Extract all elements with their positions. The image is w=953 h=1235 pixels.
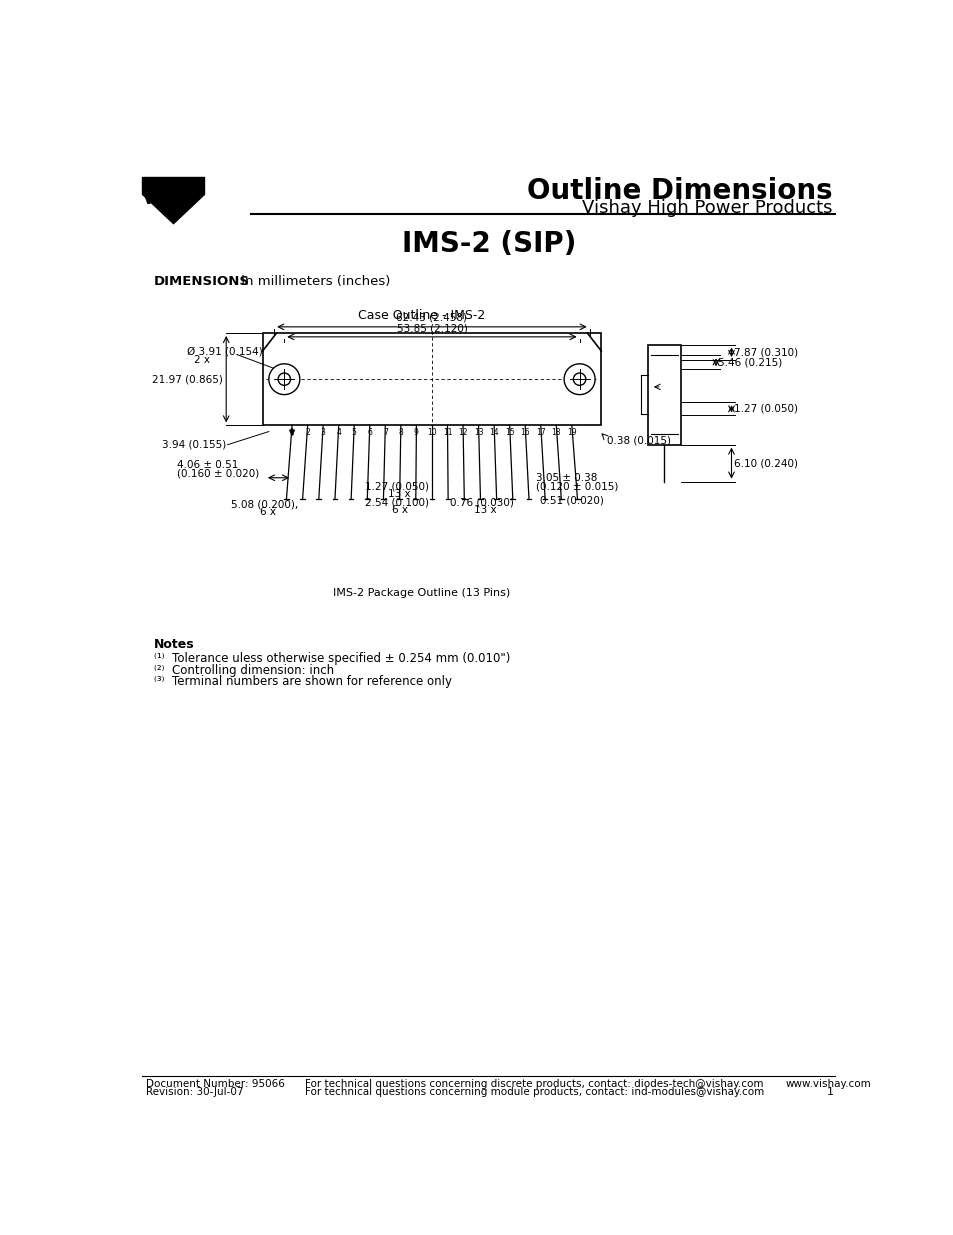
Text: 4: 4 — [335, 429, 341, 437]
Text: VISHAY.: VISHAY. — [144, 194, 197, 207]
Text: For technical questions concerning discrete products, contact: diodes-tech@visha: For technical questions concerning discr… — [305, 1078, 763, 1089]
Text: 62.43 (2.458): 62.43 (2.458) — [396, 312, 467, 324]
Text: 2 x: 2 x — [193, 354, 210, 366]
Text: Outline Dimensions: Outline Dimensions — [526, 177, 831, 205]
Text: 3.94 (0.155): 3.94 (0.155) — [162, 440, 226, 450]
Text: 15: 15 — [504, 429, 514, 437]
Text: 1.27 (0.050): 1.27 (0.050) — [733, 404, 797, 414]
Text: 13 x: 13 x — [388, 489, 411, 499]
Text: ⁽³⁾  Terminal numbers are shown for reference only: ⁽³⁾ Terminal numbers are shown for refer… — [154, 676, 452, 688]
Polygon shape — [142, 194, 204, 224]
Text: Document Number: 95066: Document Number: 95066 — [146, 1078, 285, 1089]
Text: 6 x: 6 x — [392, 505, 407, 515]
Text: ⁽²⁾  Controlling dimension: inch: ⁽²⁾ Controlling dimension: inch — [154, 663, 334, 677]
Text: 18: 18 — [551, 429, 560, 437]
Bar — [142, 178, 204, 194]
Text: Vishay High Power Products: Vishay High Power Products — [581, 199, 831, 217]
Text: IMS-2 Package Outline (13 Pins): IMS-2 Package Outline (13 Pins) — [333, 588, 510, 598]
Text: 5.46 (0.215): 5.46 (0.215) — [718, 357, 781, 367]
Bar — [262, 333, 600, 425]
Circle shape — [573, 373, 585, 385]
Text: 5: 5 — [352, 429, 356, 437]
Text: 21.97 (0.865): 21.97 (0.865) — [152, 374, 223, 384]
Text: 8: 8 — [398, 429, 403, 437]
Text: 7.87 (0.310): 7.87 (0.310) — [733, 347, 797, 357]
Text: IMS-2 (SIP): IMS-2 (SIP) — [401, 231, 576, 258]
Text: 5.08 (0.200),: 5.08 (0.200), — [231, 499, 298, 509]
Text: ⁽¹⁾  Tolerance uless otherwise specified ± 0.254 mm (0.010"): ⁽¹⁾ Tolerance uless otherwise specified … — [154, 652, 510, 666]
Text: 0.38 (0.015): 0.38 (0.015) — [607, 436, 671, 446]
Text: 2.54 (0.100): 2.54 (0.100) — [364, 496, 428, 508]
Text: Ø 3.91 (0.154): Ø 3.91 (0.154) — [187, 347, 263, 357]
Text: (0.160 ± 0.020): (0.160 ± 0.020) — [177, 469, 259, 479]
Text: 6.10 (0.240): 6.10 (0.240) — [733, 458, 797, 468]
Bar — [647, 345, 680, 445]
Text: 7: 7 — [382, 429, 387, 437]
Text: 17: 17 — [536, 429, 545, 437]
Polygon shape — [290, 430, 294, 436]
Text: 53.85 (2.120): 53.85 (2.120) — [396, 324, 467, 333]
Text: 1: 1 — [290, 429, 294, 437]
Text: 13 x: 13 x — [474, 505, 496, 515]
Circle shape — [563, 364, 595, 395]
Circle shape — [278, 373, 291, 385]
Text: in millimeters (inches): in millimeters (inches) — [236, 275, 390, 288]
Text: 1: 1 — [826, 1087, 833, 1097]
Text: 11: 11 — [442, 429, 452, 437]
Circle shape — [269, 364, 299, 395]
Text: Case Outline - IMS-2: Case Outline - IMS-2 — [357, 309, 485, 322]
Text: 10: 10 — [427, 429, 436, 437]
Text: DIMENSIONS: DIMENSIONS — [154, 275, 250, 288]
Text: For technical questions concerning module products, contact: ind-modules@vishay.: For technical questions concerning modul… — [305, 1087, 763, 1097]
Text: 9: 9 — [414, 429, 418, 437]
Text: 3.05 ± 0.38: 3.05 ± 0.38 — [536, 473, 597, 483]
Text: (0.120 ± 0.015): (0.120 ± 0.015) — [536, 482, 618, 492]
Text: 1.27 (0.050): 1.27 (0.050) — [364, 482, 428, 492]
Text: 13: 13 — [474, 429, 483, 437]
Text: 0.51 (0.020): 0.51 (0.020) — [539, 496, 603, 506]
Text: Notes: Notes — [154, 638, 194, 651]
Text: 14: 14 — [489, 429, 498, 437]
Text: 2: 2 — [305, 429, 310, 437]
Text: 19: 19 — [566, 429, 576, 437]
Text: 16: 16 — [520, 429, 530, 437]
Text: 4.06 ± 0.51: 4.06 ± 0.51 — [177, 461, 238, 471]
Text: 12: 12 — [457, 429, 467, 437]
Text: 3: 3 — [320, 429, 325, 437]
Text: 0.76 (0.030): 0.76 (0.030) — [450, 496, 514, 508]
Text: www.vishay.com: www.vishay.com — [785, 1078, 871, 1089]
Text: Revision: 30-Jul-07: Revision: 30-Jul-07 — [146, 1087, 244, 1097]
Text: 6 x: 6 x — [260, 508, 275, 517]
Text: 6: 6 — [367, 429, 372, 437]
